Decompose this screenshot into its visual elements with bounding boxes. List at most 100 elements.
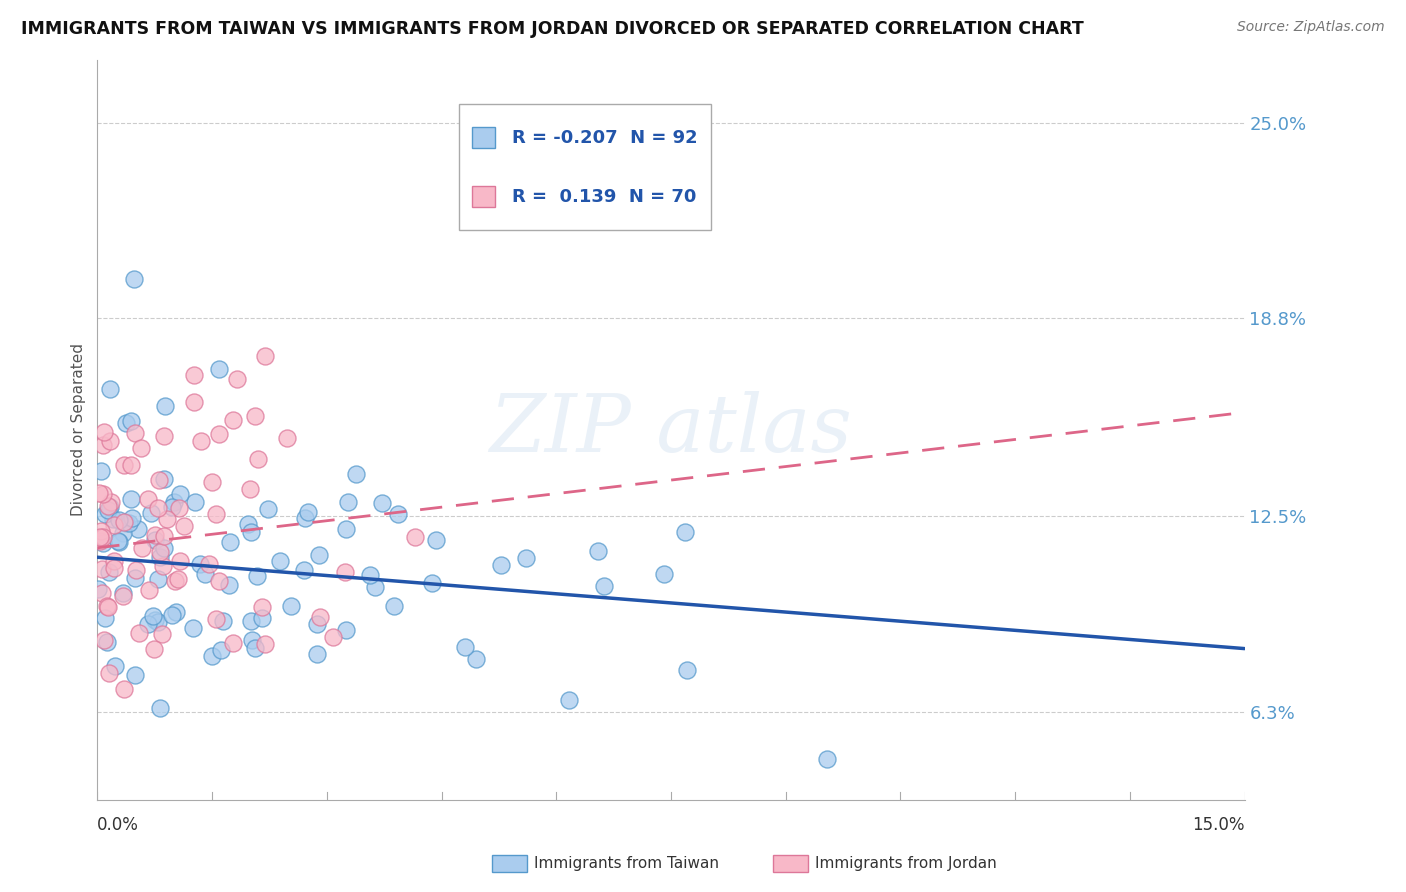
Point xyxy=(87,486,110,500)
Text: 0.0%: 0.0% xyxy=(97,815,139,833)
Point xyxy=(370,496,392,510)
Point xyxy=(205,612,228,626)
Point xyxy=(453,640,475,655)
Point xyxy=(97,503,120,517)
Point xyxy=(153,399,176,413)
Point xyxy=(152,472,174,486)
Text: 15.0%: 15.0% xyxy=(1192,815,1244,833)
Point xyxy=(96,599,118,614)
Point xyxy=(654,567,676,582)
Point xyxy=(143,613,166,627)
Point xyxy=(243,409,266,423)
Point xyxy=(239,482,262,496)
Point xyxy=(183,395,205,409)
Point xyxy=(250,599,273,614)
Point xyxy=(676,663,699,677)
Point xyxy=(165,605,187,619)
Point xyxy=(93,632,115,647)
Point xyxy=(94,508,117,522)
Y-axis label: Divorced or Separated: Divorced or Separated xyxy=(72,343,86,516)
Point xyxy=(218,577,240,591)
Point xyxy=(125,563,148,577)
Text: R =  0.139  N = 70: R = 0.139 N = 70 xyxy=(512,188,696,206)
Point xyxy=(280,599,302,613)
FancyBboxPatch shape xyxy=(458,104,711,230)
Point xyxy=(169,487,191,501)
Text: Immigrants from Jordan: Immigrants from Jordan xyxy=(815,856,997,871)
Point xyxy=(276,432,298,446)
Point xyxy=(118,516,141,530)
Point xyxy=(194,566,217,581)
Point xyxy=(337,495,360,509)
Bar xyxy=(472,128,495,148)
Point xyxy=(148,473,170,487)
Point xyxy=(333,566,356,580)
Point xyxy=(103,517,125,532)
Point xyxy=(253,636,276,650)
Point xyxy=(91,487,114,501)
Point xyxy=(97,499,120,513)
Point xyxy=(127,522,149,536)
Point xyxy=(98,666,121,681)
Point xyxy=(115,516,138,531)
Point xyxy=(112,515,135,529)
Point xyxy=(131,541,153,556)
Point xyxy=(131,441,153,455)
Point xyxy=(309,610,332,624)
Point xyxy=(387,507,409,521)
Point xyxy=(221,636,243,650)
Point xyxy=(142,641,165,656)
Point xyxy=(167,500,190,515)
Point xyxy=(489,558,512,573)
Point xyxy=(238,516,260,531)
Point xyxy=(253,349,276,363)
Point xyxy=(112,458,135,472)
Point xyxy=(111,585,134,599)
Point xyxy=(124,571,146,585)
Point xyxy=(96,635,118,649)
Point xyxy=(257,502,280,516)
Point xyxy=(673,525,696,540)
Point xyxy=(120,458,142,472)
Point xyxy=(90,465,112,479)
Point xyxy=(90,524,112,538)
Point xyxy=(208,574,231,588)
Point xyxy=(94,611,117,625)
Point xyxy=(91,562,114,576)
Point xyxy=(208,362,231,376)
Point xyxy=(93,425,115,440)
Point xyxy=(163,574,186,589)
Point xyxy=(101,512,124,526)
Point xyxy=(120,491,142,506)
Point xyxy=(208,427,231,442)
Point xyxy=(90,585,112,599)
Point xyxy=(515,551,537,566)
Point xyxy=(107,513,129,527)
Point xyxy=(211,615,233,629)
Point xyxy=(91,536,114,550)
Point xyxy=(149,549,172,564)
Point xyxy=(108,534,131,549)
Point xyxy=(89,530,111,544)
Point xyxy=(364,580,387,594)
Point xyxy=(219,534,242,549)
Point xyxy=(592,579,614,593)
Point xyxy=(239,525,262,540)
Point xyxy=(91,530,114,544)
Point xyxy=(204,507,226,521)
Point xyxy=(89,533,111,548)
Point xyxy=(243,640,266,655)
Point xyxy=(100,495,122,509)
Point xyxy=(240,633,263,648)
Point xyxy=(209,642,232,657)
Point xyxy=(149,700,172,714)
Point xyxy=(97,599,120,614)
Point xyxy=(136,492,159,507)
Point xyxy=(145,533,167,548)
Point xyxy=(335,624,357,638)
Point xyxy=(100,382,122,396)
Point xyxy=(103,561,125,575)
Point xyxy=(307,616,329,631)
Point xyxy=(558,692,581,706)
Point xyxy=(124,668,146,682)
